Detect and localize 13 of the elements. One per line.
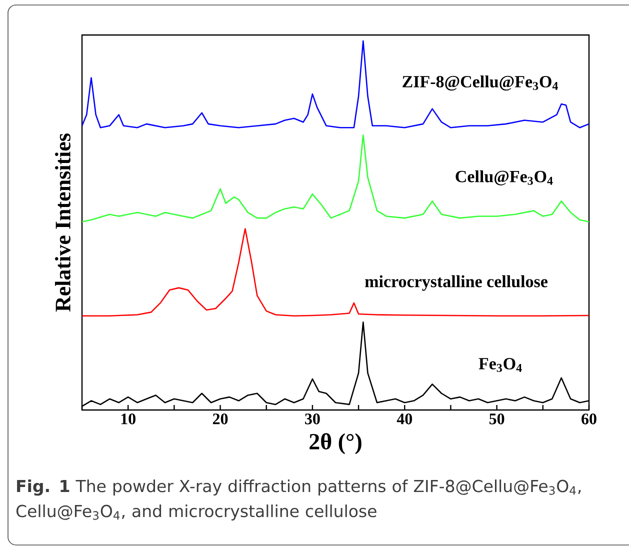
x-tick-label: 30: [305, 414, 320, 424]
series-label: microcrystalline cellulose: [365, 275, 548, 291]
y-axis-title: Relative Intensities: [55, 134, 70, 312]
x-tick-label: 20: [212, 414, 228, 424]
x-tick-label: 60: [582, 414, 596, 424]
series-label: Cellu@Fe$_{3}$O$_{4}$: [456, 170, 553, 186]
text: Fig. 1 The powder X-ray diffraction patterns of ZIF-8@Cellu@Fe$_{3}$O$_{4}$, Cellu@Fe$_{3}$O$_{4}$, and microcrystalline cellulose: [16, 480, 581, 520]
x-axis-title: 2θ (°): [310, 433, 362, 454]
x-tick-label: 10: [121, 414, 136, 424]
series-label: Fe$_{3}$O$_{4}$: [478, 358, 522, 372]
x-tick-label: 50: [489, 414, 504, 424]
x-tick-label: 40: [396, 414, 412, 424]
series-label: ZIF-8@Cellu@Fe$_{3}$O$_{4}$: [402, 75, 558, 90]
